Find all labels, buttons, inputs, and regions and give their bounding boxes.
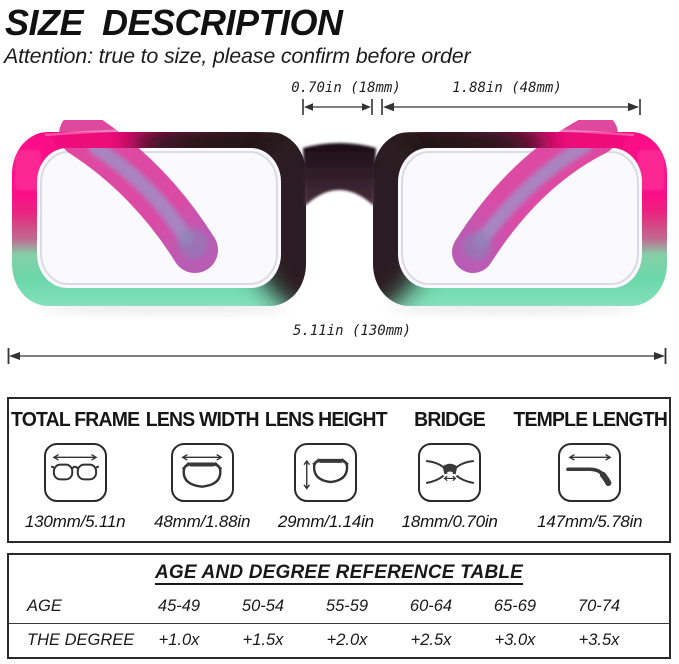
spec-label: LENS HEIGHT [264, 409, 388, 431]
spec-table: TOTAL FRAME 130mm/5.11n LENS WIDTH [7, 397, 671, 543]
spec-label: TOTAL FRAME [10, 409, 140, 431]
degree-row: THE DEGREE +1.0x +1.5x +2.0x +2.5x +3.0x… [9, 623, 669, 657]
page-subtitle: Attention: true to size, please confirm … [4, 44, 471, 68]
spec-value: 147mm/5.78in [537, 512, 643, 531]
spec-col-bridge: BRIDGE 18mm/0.70in [389, 399, 511, 541]
total-dimension-label: 5.11in (130mm) [292, 323, 412, 339]
spec-value: 18mm/0.70in [401, 512, 498, 531]
temple-length-icon [558, 442, 622, 502]
age-cell: 70-74 [577, 597, 621, 615]
bridge-icon [418, 442, 482, 502]
page-title: SIZE DESCRIPTION [5, 2, 343, 43]
age-cell: 65-69 [493, 597, 537, 615]
age-degree-table: AGE AND DEGREE REFERENCE TABLE AGE 45-49… [7, 553, 671, 659]
age-table-title-row: AGE AND DEGREE REFERENCE TABLE [9, 555, 669, 590]
bridge-piece [303, 143, 376, 206]
age-cell: 60-64 [409, 597, 453, 615]
degree-row-label: THE DEGREE [27, 631, 135, 649]
bridge-dimension-label: 0.70in (18mm) [291, 80, 401, 96]
bottom-dimension-arrow [7, 348, 667, 364]
degree-cell: +1.5x [242, 631, 284, 649]
degree-cell: +2.5x [410, 631, 452, 649]
spec-col-lens-width: LENS WIDTH 48mm/1.88in [141, 399, 263, 541]
lens-dimension-label: 1.88in (48mm) [452, 80, 562, 96]
spec-value: 29mm/1.14in [277, 512, 374, 531]
spec-col-temple-length: TEMPLE LENGTH 147mm/5.78in [511, 399, 670, 541]
spec-label: TEMPLE LENGTH [512, 409, 668, 431]
age-row-label: AGE [27, 597, 62, 615]
top-dimension-arrows [302, 99, 641, 115]
age-cell: 45-49 [157, 597, 201, 615]
degree-cell: +3.0x [494, 631, 536, 649]
spec-label: BRIDGE [414, 409, 486, 431]
spec-value: 130mm/5.11n [24, 512, 126, 531]
degree-cell: +1.0x [158, 631, 200, 649]
age-cell: 50-54 [241, 597, 285, 615]
age-table-title: AGE AND DEGREE REFERENCE TABLE [154, 561, 524, 583]
spec-col-total-frame: TOTAL FRAME 130mm/5.11n [9, 399, 141, 541]
age-cell: 55-59 [325, 597, 369, 615]
glasses-photo [0, 120, 679, 318]
lens-width-icon [170, 442, 234, 502]
total-frame-icon [43, 442, 107, 502]
spec-col-lens-height: LENS HEIGHT 29mm/1.14in [263, 399, 389, 541]
degree-cell: +2.0x [326, 631, 368, 649]
spec-label: LENS WIDTH [145, 409, 260, 431]
degree-cell: +3.5x [578, 631, 620, 649]
spec-value: 48mm/1.88in [154, 512, 251, 531]
lens-height-icon [294, 442, 358, 502]
age-row: AGE 45-49 50-54 55-59 60-64 65-69 70-74 [9, 590, 669, 623]
